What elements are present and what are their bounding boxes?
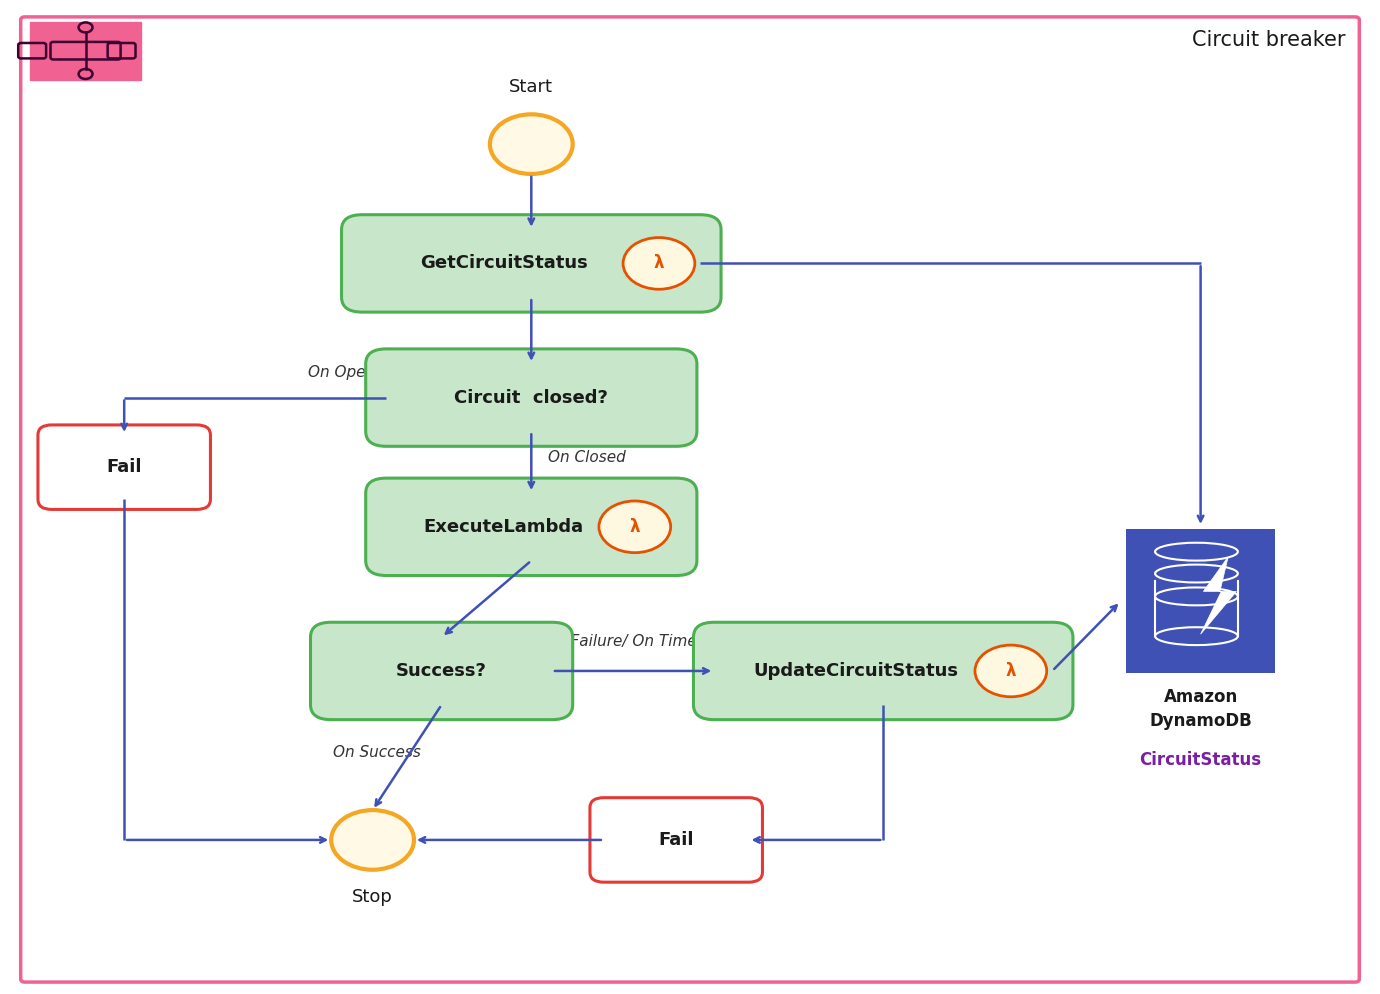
- Text: On Failure/ On Timeout: On Failure/ On Timeout: [544, 634, 722, 649]
- FancyBboxPatch shape: [37, 424, 210, 509]
- FancyBboxPatch shape: [589, 797, 762, 883]
- FancyBboxPatch shape: [366, 478, 697, 576]
- FancyBboxPatch shape: [30, 22, 141, 80]
- Text: On Open: On Open: [308, 365, 375, 380]
- Circle shape: [331, 810, 414, 870]
- Polygon shape: [1201, 557, 1236, 634]
- Text: Amazon
DynamoDB: Amazon DynamoDB: [1150, 688, 1252, 730]
- FancyBboxPatch shape: [366, 349, 697, 446]
- Text: CircuitStatus: CircuitStatus: [1140, 751, 1261, 769]
- Text: ExecuteLambda: ExecuteLambda: [424, 518, 584, 536]
- FancyBboxPatch shape: [694, 622, 1074, 720]
- Text: On Success: On Success: [333, 745, 421, 760]
- FancyBboxPatch shape: [21, 17, 1359, 982]
- Text: λ: λ: [629, 518, 640, 536]
- Text: λ: λ: [654, 254, 664, 272]
- Text: Stop: Stop: [352, 888, 393, 906]
- FancyBboxPatch shape: [342, 215, 720, 312]
- Circle shape: [624, 238, 696, 289]
- FancyBboxPatch shape: [310, 622, 573, 720]
- Text: λ: λ: [1006, 662, 1016, 680]
- Text: Fail: Fail: [658, 831, 694, 849]
- Circle shape: [974, 645, 1047, 697]
- Circle shape: [599, 501, 671, 553]
- Text: Fail: Fail: [106, 458, 142, 476]
- Text: Circuit breaker: Circuit breaker: [1192, 30, 1346, 50]
- Text: Circuit  closed?: Circuit closed?: [454, 389, 609, 407]
- Text: GetCircuitStatus: GetCircuitStatus: [420, 254, 588, 272]
- Circle shape: [490, 114, 573, 174]
- Text: Success?: Success?: [396, 662, 487, 680]
- FancyBboxPatch shape: [1126, 529, 1275, 674]
- Text: Start: Start: [509, 79, 553, 96]
- Text: On Closed: On Closed: [548, 449, 625, 465]
- Text: UpdateCircuitStatus: UpdateCircuitStatus: [753, 662, 958, 680]
